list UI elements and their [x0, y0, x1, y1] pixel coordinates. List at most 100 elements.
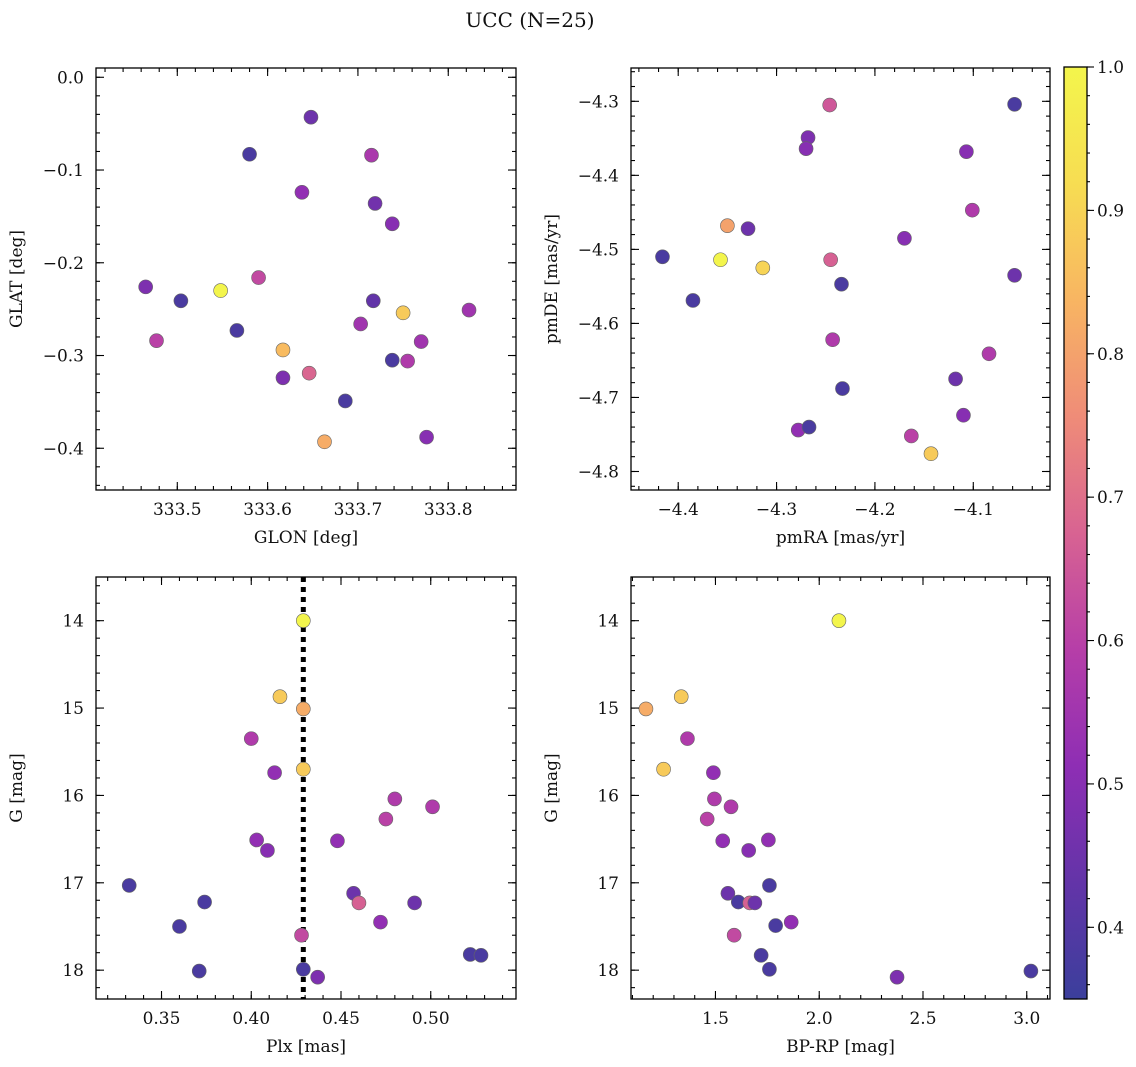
colorbar-tick-label: 0.4	[1097, 918, 1124, 938]
data-point	[680, 731, 695, 746]
x-tick-label: 333.7	[334, 500, 383, 520]
data-point	[294, 184, 310, 200]
colorbar-gradient	[1064, 67, 1087, 999]
y-axis-label: G [mag]	[7, 753, 27, 822]
data-point	[723, 799, 739, 815]
data-point	[755, 260, 771, 276]
data-point	[351, 895, 367, 911]
data-point	[981, 346, 997, 362]
x-axis-label: GLON [deg]	[254, 528, 358, 548]
colorbar-tick-label: 0.5	[1097, 775, 1124, 795]
data-point	[1023, 963, 1039, 979]
data-point	[229, 323, 245, 338]
data-point	[720, 885, 736, 901]
y-tick-label: 15	[62, 699, 84, 719]
data-point	[747, 895, 763, 911]
data-point	[275, 342, 291, 358]
y-tick-label: 18	[597, 961, 619, 981]
colorbar-tick-label: 0.8	[1097, 345, 1124, 365]
data-point	[373, 914, 388, 930]
data-point	[378, 811, 394, 827]
data-point	[720, 218, 735, 233]
x-tick-label: 0.35	[143, 1009, 181, 1029]
x-tick-label: −4.4	[658, 500, 699, 520]
x-tick-label: 333.8	[424, 500, 473, 520]
data-point	[713, 252, 728, 268]
x-tick-label: 333.5	[153, 500, 202, 520]
data-point	[296, 761, 311, 777]
data-point	[897, 230, 912, 246]
x-axis-label: BP-RP [mag]	[786, 1037, 895, 1057]
plot-frame	[630, 576, 1051, 1000]
y-tick-label: −0.3	[43, 347, 84, 367]
data-point	[353, 316, 368, 332]
data-point	[825, 332, 840, 348]
colorbar: 0.4 0.5 0.6 0.7 0.8 0.9 1.0	[1063, 58, 1124, 1000]
data-point	[337, 393, 353, 409]
data-point	[384, 352, 400, 368]
data-point	[798, 141, 814, 156]
colorbar-tick-label: 1.0	[1097, 58, 1124, 78]
y-tick-label: −4.6	[578, 314, 619, 334]
x-tick-label: −4.3	[756, 500, 797, 520]
panel-plx-g: 0.35 0.40 0.45 0.50 14 15 16 17 18 Plx [mas] G [ma…	[7, 576, 517, 1057]
data-point	[707, 791, 722, 807]
data-point	[242, 146, 257, 162]
data-point	[956, 407, 971, 423]
data-point	[260, 843, 275, 858]
data-point	[384, 216, 400, 232]
data-point	[296, 961, 311, 977]
data-point	[768, 918, 783, 933]
y-tick-label: −4.3	[578, 92, 619, 112]
x-tick-label: 2.0	[806, 1009, 833, 1029]
y-tick-label: 15	[597, 699, 619, 719]
x-axis-label: Plx [mas]	[266, 1037, 346, 1057]
data-point	[964, 202, 980, 218]
axis-ticks	[631, 68, 1050, 490]
y-axis-label: GLAT [deg]	[7, 230, 27, 328]
data-point	[149, 333, 164, 348]
data-point	[706, 765, 721, 781]
data-point	[762, 961, 777, 977]
y-tick-label: 17	[597, 874, 619, 894]
panel-glon-glat: 333.5 333.6 333.7 333.8 0.0 −0.1 −0.2 −0.3 −0.4 G…	[7, 67, 517, 548]
data-point	[296, 613, 311, 628]
data-point	[1007, 96, 1022, 112]
data-point	[656, 761, 671, 777]
data-point	[948, 371, 963, 387]
y-axis-label: pmDE [mas/yr]	[542, 214, 562, 344]
data-point	[310, 969, 325, 985]
data-point	[959, 144, 974, 159]
x-tick-label: 0.40	[232, 1009, 270, 1029]
x-tick-label: 3.0	[1013, 1009, 1040, 1029]
data-point	[413, 334, 429, 349]
axis-ticks	[96, 577, 516, 999]
x-tick-label: −4.2	[854, 500, 895, 520]
data-point	[461, 302, 477, 318]
data-point	[699, 811, 715, 827]
y-tick-label: −0.2	[43, 254, 84, 274]
data-point	[267, 765, 282, 781]
data-point	[835, 381, 850, 396]
data-point	[303, 109, 319, 125]
data-point	[761, 832, 776, 848]
x-tick-label: 333.6	[243, 500, 292, 520]
data-point	[834, 276, 849, 292]
data-point	[249, 832, 264, 848]
data-point	[191, 963, 207, 979]
x-axis-label: pmRA [mas/yr]	[776, 528, 905, 548]
y-tick-label: 0.0	[57, 68, 84, 88]
data-point	[889, 969, 905, 985]
data-point	[715, 833, 731, 849]
x-tick-label: 0.45	[322, 1009, 360, 1029]
data-point	[1007, 267, 1022, 283]
axis-ticks	[96, 68, 516, 490]
y-tick-label: 16	[597, 786, 619, 806]
data-point	[673, 689, 689, 704]
data-point	[801, 419, 817, 435]
x-tick-label: 2.5	[909, 1009, 936, 1029]
x-tick-label: 1.5	[702, 1009, 729, 1029]
data-point	[173, 293, 189, 309]
data-point	[138, 279, 153, 295]
data-point	[904, 428, 919, 444]
